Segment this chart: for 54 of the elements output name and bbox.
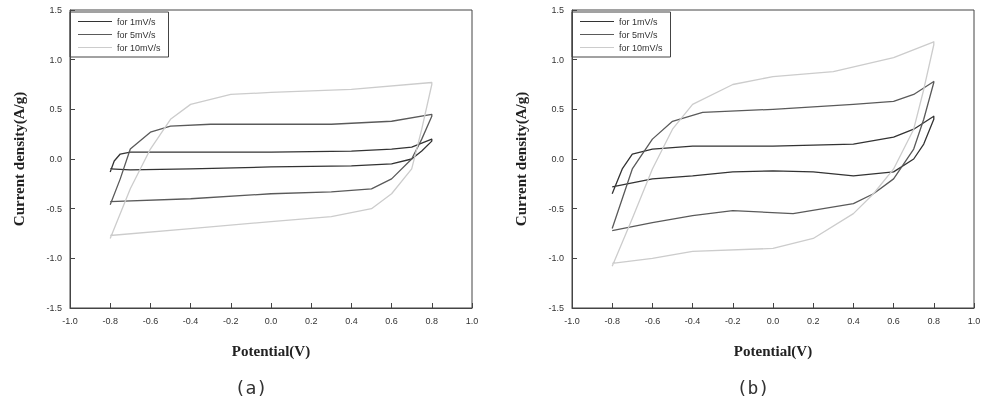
line-series — [611, 41, 935, 267]
y-tick-label: 1.0 — [49, 54, 62, 65]
y-tick-label: -1.0 — [46, 253, 62, 264]
y-tick-label: 0.0 — [49, 154, 62, 164]
x-axis-title: Potential(V) — [231, 342, 311, 360]
y-tick-label: -0.5 — [548, 203, 564, 214]
y-tick-label: 1.0 — [551, 54, 564, 65]
x-tick-label: -0.8 — [604, 315, 620, 326]
legend-label: for 5mV/s — [619, 29, 659, 40]
y-tick-label: 1.5 — [551, 5, 564, 15]
line-series — [109, 81, 433, 240]
legend-label: for 1mV/s — [117, 16, 157, 27]
x-tick-label: -0.8 — [102, 315, 118, 326]
legend-label: for 10mV/s — [117, 42, 162, 53]
x-tick-label: 0.4 — [847, 315, 860, 326]
x-tick-label: -0.4 — [684, 315, 701, 326]
line-series — [611, 115, 935, 195]
x-tick-label: 0.6 — [887, 315, 900, 326]
text: (b) — [736, 376, 770, 398]
x-tick-label: -0.2 — [725, 315, 741, 326]
x-axis-title: Potential(V) — [733, 342, 813, 360]
x-tick-label: -1.0 — [564, 315, 580, 326]
legend-label: for 1mV/s — [619, 16, 659, 27]
x-tick-label: 1.0 — [967, 315, 981, 326]
y-axis-title: Current density(A/g) — [512, 91, 530, 227]
y-tick-label: 0.5 — [551, 104, 564, 115]
line-series — [109, 113, 433, 206]
x-tick-label: 0.2 — [304, 315, 318, 326]
x-tick-label: 0.0 — [766, 315, 780, 326]
y-tick-label: -1.0 — [548, 253, 564, 264]
text: (a) — [234, 376, 268, 398]
y-axis-title: Current density(A/g) — [10, 91, 28, 227]
x-tick-label: 0.0 — [264, 315, 278, 326]
x-tick-label: 0.8 — [425, 315, 439, 326]
y-tick-label: -0.5 — [46, 203, 62, 214]
x-tick-label: -1.0 — [62, 315, 78, 326]
line-series — [109, 138, 433, 173]
x-tick-label: 0.2 — [806, 315, 820, 326]
x-tick-label: 1.0 — [465, 315, 479, 326]
y-tick-label: 0.0 — [551, 154, 564, 164]
y-tick-label: 1.5 — [49, 5, 62, 15]
y-tick-label: 0.5 — [49, 104, 62, 115]
x-tick-label: -0.4 — [182, 315, 199, 326]
x-tick-label: -0.2 — [223, 315, 239, 326]
x-tick-label: 0.4 — [345, 315, 358, 326]
x-tick-label: 0.6 — [385, 315, 398, 326]
legend-label: for 10mV/s — [619, 42, 664, 53]
x-tick-label: 0.8 — [927, 315, 941, 326]
x-tick-label: -0.6 — [142, 315, 159, 326]
line-series — [611, 80, 935, 232]
y-tick-label: -1.5 — [46, 303, 62, 313]
y-tick-label: -1.5 — [548, 303, 564, 313]
x-tick-label: -0.6 — [644, 315, 661, 326]
legend-label: for 5mV/s — [117, 29, 157, 40]
